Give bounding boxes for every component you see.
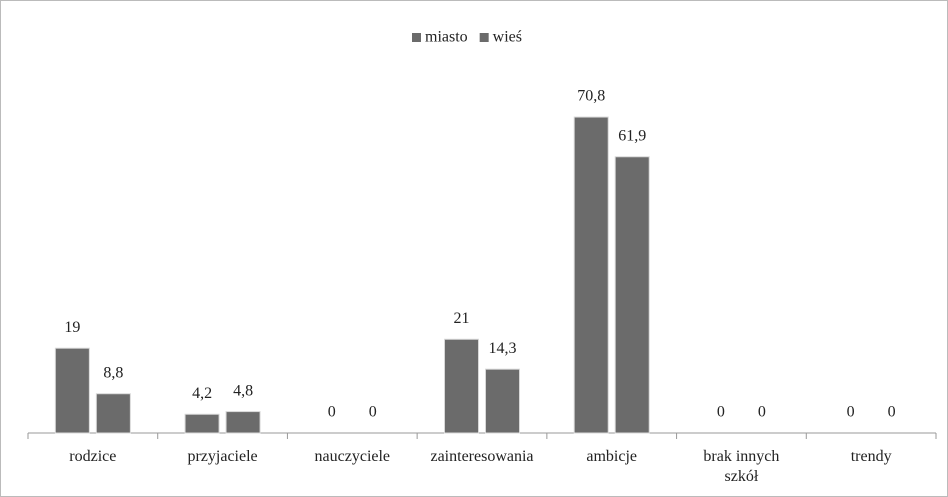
x-tick-label: brak innych szkół bbox=[703, 448, 780, 485]
legend: miasto wieś bbox=[412, 29, 522, 46]
data-label: 4,8 bbox=[233, 382, 253, 399]
data-label: 70,8 bbox=[577, 88, 605, 105]
x-tick-label: nauczyciele bbox=[314, 448, 391, 465]
bar bbox=[54, 347, 90, 434]
bar bbox=[184, 413, 220, 434]
legend-swatch bbox=[412, 33, 421, 42]
data-label: 4,2 bbox=[192, 385, 212, 402]
bar bbox=[614, 156, 650, 434]
x-tick-label: rodzice bbox=[69, 448, 117, 465]
bar bbox=[225, 411, 261, 434]
x-tick-label-box: przyjaciele bbox=[187, 448, 258, 465]
data-label: 0 bbox=[888, 404, 896, 421]
data-label: 0 bbox=[847, 404, 855, 421]
x-tick-label-box: zainteresowania bbox=[430, 448, 534, 465]
data-label: 0 bbox=[369, 404, 377, 421]
legend-label: wieś bbox=[493, 29, 522, 46]
data-label: 0 bbox=[758, 404, 766, 421]
legend-label: miasto bbox=[425, 29, 468, 46]
x-tick-label: przyjaciele bbox=[187, 448, 258, 465]
bar bbox=[485, 368, 520, 434]
data-label: 61,9 bbox=[618, 127, 646, 144]
x-tick-label-box: nauczyciele bbox=[314, 448, 391, 465]
x-tick-label-box: trendy bbox=[850, 448, 892, 465]
data-label: 0 bbox=[328, 404, 336, 421]
x-tick-label-box: ambicje bbox=[586, 448, 638, 465]
x-tick-label-box: brak innych szkół bbox=[703, 448, 780, 485]
x-tick-label-box: rodzice bbox=[69, 448, 117, 465]
x-tick-label: trendy bbox=[850, 448, 892, 465]
legend-swatch bbox=[479, 33, 489, 42]
bar bbox=[95, 393, 131, 434]
bar bbox=[444, 338, 479, 434]
x-tick-label: ambicje bbox=[586, 448, 638, 465]
data-label: 21 bbox=[454, 310, 470, 327]
x-tick-label: zainteresowania bbox=[430, 448, 534, 465]
bar bbox=[573, 116, 609, 434]
data-label: 14,3 bbox=[489, 340, 517, 357]
data-label: 19 bbox=[64, 319, 80, 336]
data-label: 0 bbox=[717, 404, 725, 421]
data-label: 8,8 bbox=[103, 364, 123, 381]
